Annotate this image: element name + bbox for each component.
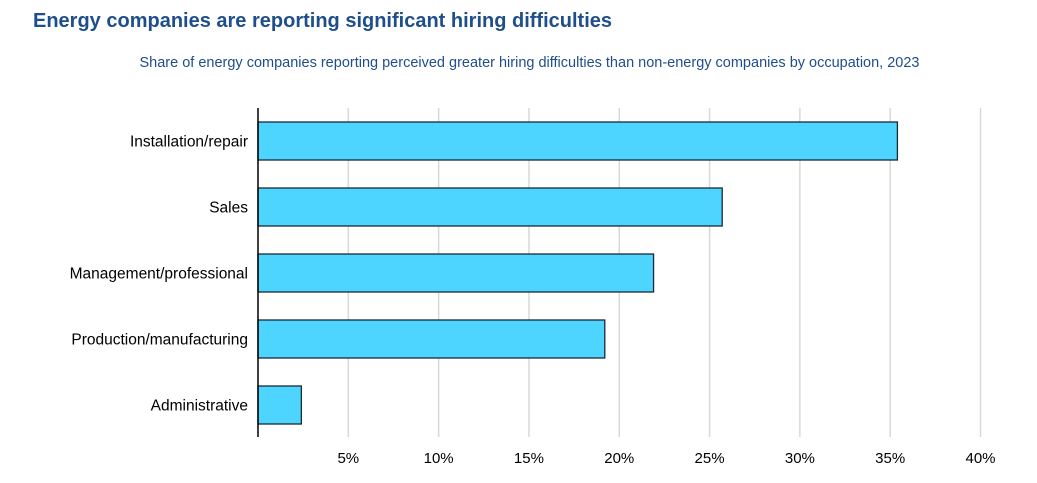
bar [257,121,899,161]
chart-subtitle: Share of energy companies reporting perc… [139,55,920,71]
bar [257,187,723,227]
bar [257,253,655,293]
x-tick-label: 25% [695,450,725,467]
category-label: Production/manufacturing [71,332,248,349]
category-label: Administrative [151,398,248,415]
chart-title: Energy companies are reporting significa… [33,10,612,32]
category-label: Installation/repair [130,134,248,151]
category-label: Management/professional [70,266,248,283]
x-tick-label: 15% [514,450,544,467]
bars [257,121,899,425]
x-tick-label: 10% [424,450,454,467]
x-tick-label: 5% [337,450,359,467]
x-tick-label: 20% [604,450,634,467]
category-labels: Installation/repair Sales Management/profe… [70,134,249,415]
x-tick-label: 30% [785,450,815,467]
bar [257,385,302,425]
x-tick-labels: 5% 10% 15% 20% 25% 30% 35% 40% [337,450,995,467]
bar [257,319,606,359]
gridlines [347,108,982,437]
x-tick-label: 40% [965,450,995,467]
x-tick-label: 35% [875,450,905,467]
category-label: Sales [209,200,248,217]
